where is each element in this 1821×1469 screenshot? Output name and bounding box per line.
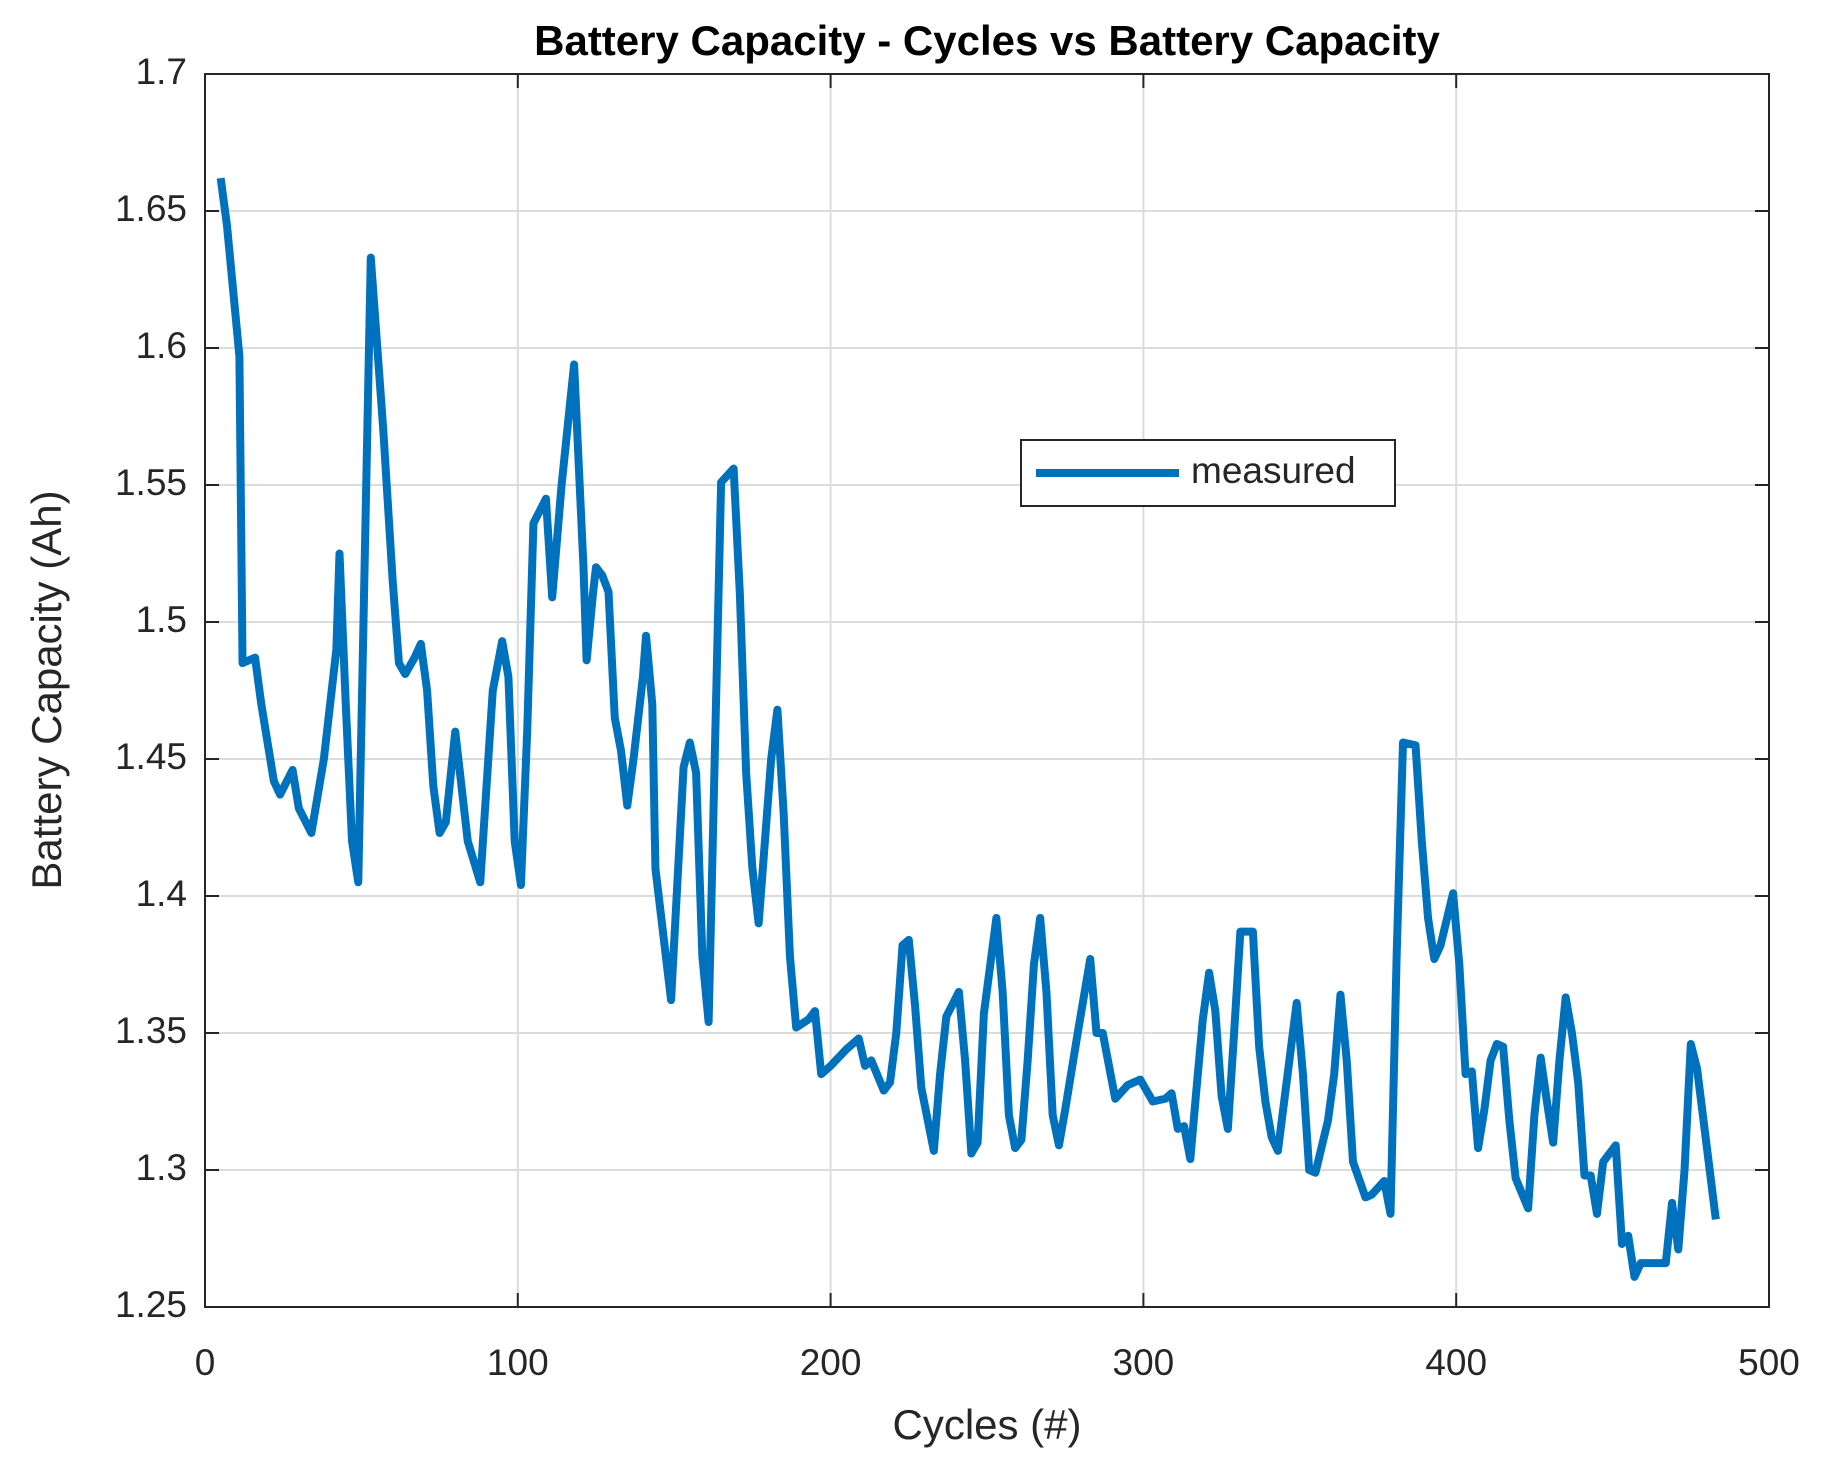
y-tick-label: 1.4 xyxy=(136,873,187,914)
y-tick-label: 1.6 xyxy=(136,325,187,366)
chart-title: Battery Capacity - Cycles vs Battery Cap… xyxy=(534,17,1440,64)
plot-frame xyxy=(204,73,1770,1308)
data-line xyxy=(216,177,1720,1281)
y-tick-label: 1.55 xyxy=(115,462,187,503)
y-tick-label: 1.5 xyxy=(136,599,187,640)
x-axis-label: Cycles (#) xyxy=(892,1401,1081,1448)
y-tick-label: 1.35 xyxy=(115,1010,187,1051)
x-tick-label: 100 xyxy=(487,1342,549,1383)
x-tick-label: 400 xyxy=(1425,1342,1487,1383)
x-tick-label: 0 xyxy=(195,1342,216,1383)
x-tick-label: 300 xyxy=(1113,1342,1175,1383)
y-tick-label: 1.45 xyxy=(115,736,187,777)
y-axis-label: Battery Capacity (Ah) xyxy=(23,490,70,889)
y-tick-label: 1.65 xyxy=(115,188,187,229)
x-tick-label: 200 xyxy=(800,1342,862,1383)
y-tick-label: 1.3 xyxy=(136,1147,187,1188)
y-tick-label: 1.7 xyxy=(136,51,187,92)
legend-label: measured xyxy=(1191,450,1356,491)
y-tick-label: 1.25 xyxy=(115,1284,187,1325)
x-tick-label: 500 xyxy=(1738,1342,1800,1383)
